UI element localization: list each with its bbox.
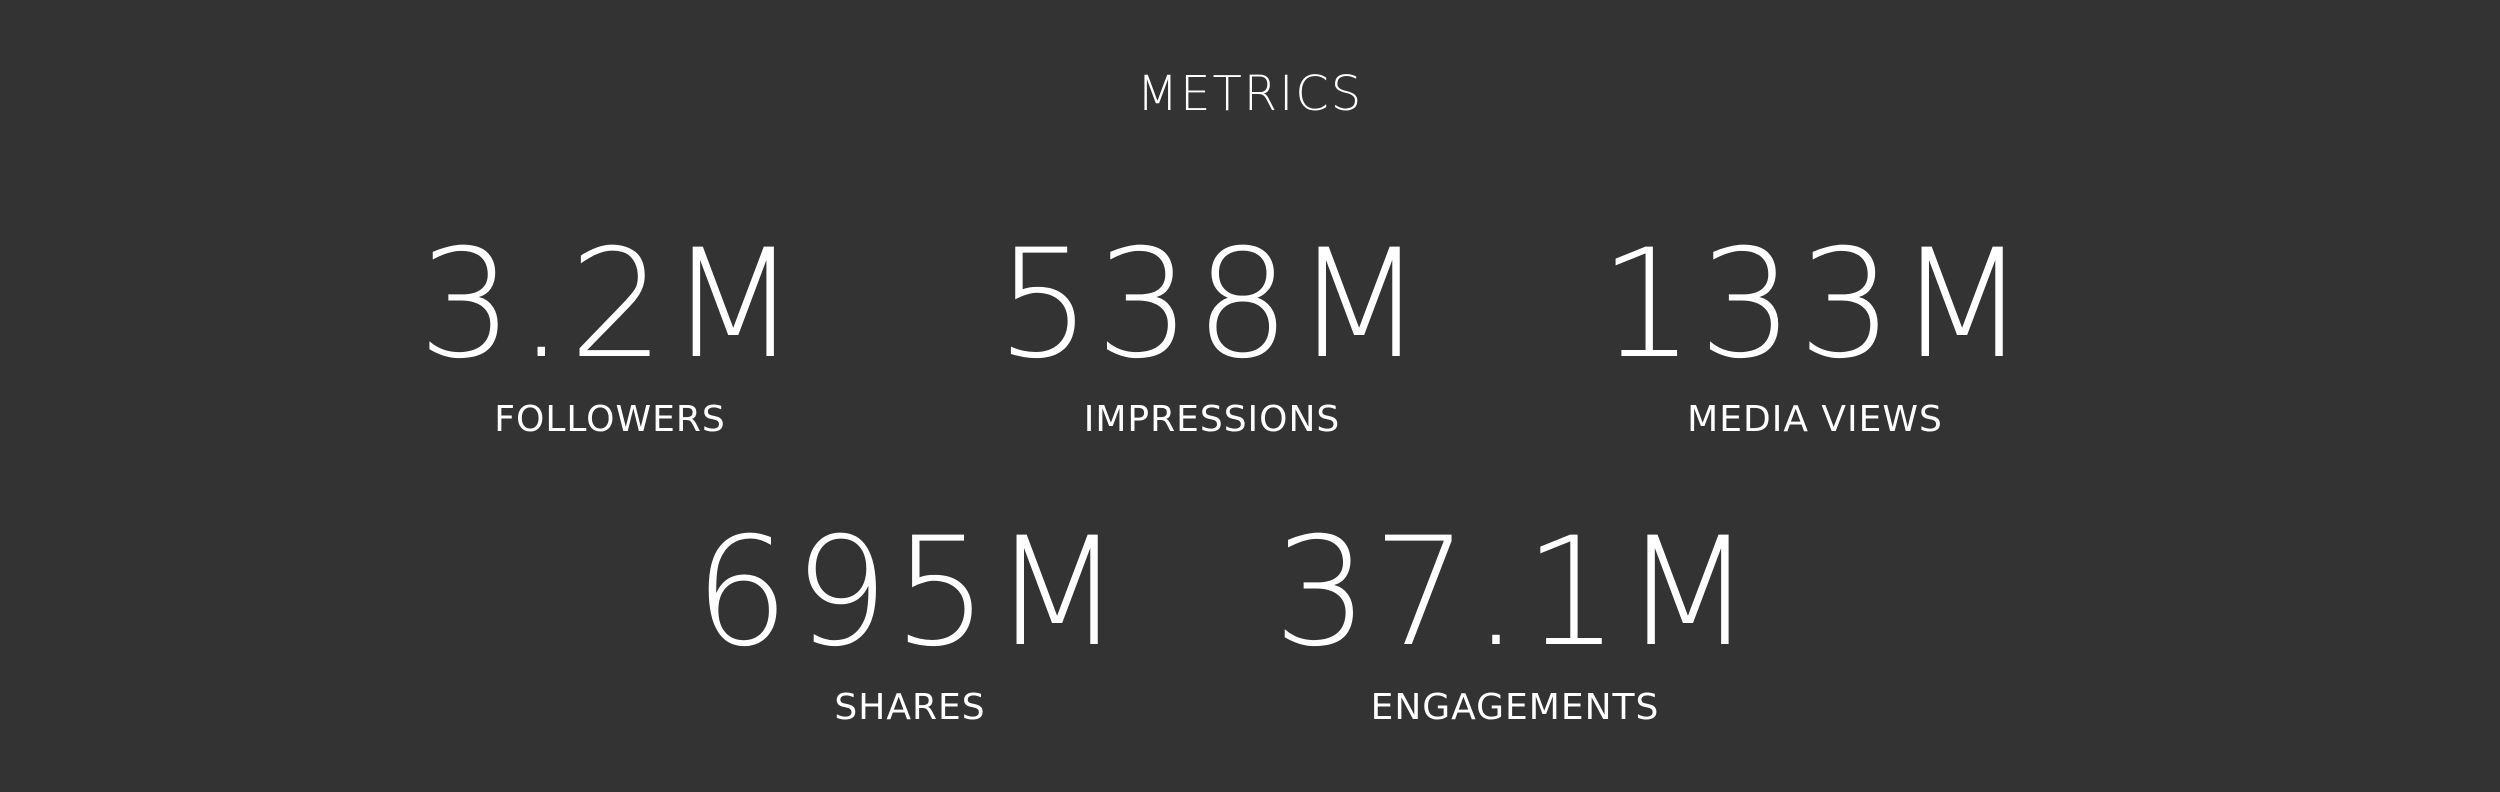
metric-value: 133M	[1599, 218, 2031, 392]
metric-impressions: 538M IMPRESSIONS	[912, 230, 1512, 438]
metric-label: FOLLOWERS	[494, 399, 726, 440]
metric-label: IMPRESSIONS	[1083, 399, 1341, 440]
metric-value: 37.1M	[1273, 506, 1757, 680]
metric-value: 695M	[694, 506, 1126, 680]
metric-media-views: 133M MEDIA VIEWS	[1515, 230, 2115, 438]
metric-label: MEDIA VIEWS	[1687, 399, 1943, 440]
metric-value: 3.2M	[418, 218, 802, 392]
metric-label: ENGAGEMENTS	[1370, 687, 1660, 728]
metric-shares: 695M SHARES	[610, 518, 1210, 726]
metric-engagements: 37.1M ENGAGEMENTS	[1215, 518, 1815, 726]
metric-label: SHARES	[834, 687, 986, 728]
metric-value: 538M	[996, 218, 1428, 392]
metric-followers: 3.2M FOLLOWERS	[310, 230, 910, 438]
page-title: METRICS	[1136, 66, 1364, 122]
